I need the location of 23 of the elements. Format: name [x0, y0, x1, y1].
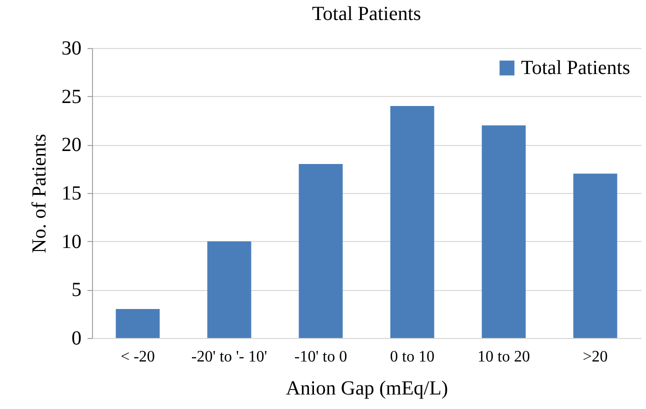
x-tick-label: 0 to 10	[390, 348, 434, 366]
y-tick-label: 5	[72, 279, 82, 302]
y-tick-label: 0	[72, 328, 82, 350]
bar	[298, 164, 343, 338]
x-axis-title: Anion Gap (mEq/L)	[286, 378, 448, 400]
chart-title: Total Patients	[312, 3, 422, 25]
y-tick-label: 30	[62, 38, 82, 60]
bar	[482, 125, 526, 338]
bar	[573, 174, 618, 338]
x-tick-label: -10' to 0	[294, 348, 348, 366]
x-tick-label: >20	[582, 348, 608, 366]
bar	[390, 106, 434, 338]
y-axis-title: No. of Patients	[28, 134, 50, 254]
y-tick-label: 10	[62, 230, 82, 253]
y-tick-label: 20	[62, 134, 82, 156]
bar	[116, 309, 160, 338]
x-tick-label: < -20	[120, 348, 155, 366]
legend-label: Total Patients	[521, 57, 630, 79]
bar	[207, 241, 252, 338]
y-tick-label: 25	[62, 86, 82, 108]
x-tick-label: 10 to 20	[478, 348, 530, 366]
x-tick-label: -20' to '- 10'	[191, 348, 268, 366]
y-tick-label: 15	[62, 182, 82, 204]
